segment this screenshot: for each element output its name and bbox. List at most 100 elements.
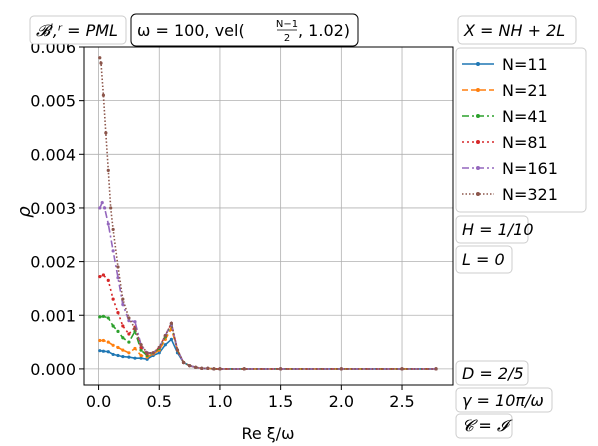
legend-label: N=21 <box>502 81 548 100</box>
series-line <box>99 200 436 370</box>
data-point <box>169 337 173 341</box>
data-point <box>157 351 161 355</box>
y-tick-label: 0.003 <box>30 199 76 218</box>
legend-marker <box>476 140 480 144</box>
annotation-x-formula: X = NH + 2L <box>457 15 577 45</box>
data-point <box>151 351 155 355</box>
data-point <box>98 275 102 279</box>
data-point <box>139 343 143 347</box>
data-point <box>98 349 102 353</box>
data-point <box>103 206 107 210</box>
data-point <box>106 278 110 282</box>
data-point <box>200 366 204 370</box>
legend-marker <box>476 114 480 118</box>
svg-text:𝓑ˡ,ʳ = PML: 𝓑ˡ,ʳ = PML <box>36 21 118 40</box>
svg-text:ω = 100, vel(: ω = 100, vel( <box>137 21 245 40</box>
x-tick-label: 0.0 <box>86 392 111 411</box>
data-point <box>116 345 120 350</box>
y-tick-label: 0.000 <box>30 360 76 379</box>
legend-label: N=81 <box>502 133 548 152</box>
series-n-21 <box>98 326 438 371</box>
annotation-d: D = 2/5 <box>455 360 529 386</box>
data-point <box>121 297 125 301</box>
x-tick-label: 2.5 <box>389 392 414 411</box>
y-tick-label: 0.002 <box>30 253 76 272</box>
data-point <box>194 365 198 369</box>
svg-text:H = 1/10: H = 1/10 <box>462 220 534 239</box>
data-point <box>127 332 131 336</box>
data-point <box>116 329 120 333</box>
data-point <box>133 346 137 351</box>
data-point <box>98 206 102 210</box>
data-point <box>121 324 125 328</box>
data-point <box>106 350 110 354</box>
data-point <box>116 353 120 358</box>
annotation-l: L = 0 <box>455 245 513 274</box>
data-point <box>121 336 125 340</box>
data-point <box>127 316 131 320</box>
svg-text:L = 0: L = 0 <box>462 250 505 269</box>
data-point <box>127 351 131 355</box>
data-point <box>175 348 180 352</box>
series-line <box>99 57 436 370</box>
data-point <box>101 93 106 97</box>
x-tick-label: 2.0 <box>329 392 354 411</box>
svg-text:D = 2/5: D = 2/5 <box>462 364 524 383</box>
legend-label: N=321 <box>502 185 558 204</box>
legend-marker <box>476 88 480 92</box>
data-point <box>100 200 104 205</box>
legend-label: N=41 <box>502 107 548 126</box>
legend-marker <box>476 192 480 196</box>
grid-lines <box>84 46 453 385</box>
x-axis-label: Re ξ/ω <box>241 424 294 443</box>
data-point <box>106 316 110 320</box>
data-point <box>121 354 125 359</box>
data-point <box>121 302 125 307</box>
data-point <box>104 131 108 135</box>
data-point <box>127 319 131 323</box>
data-point <box>279 367 283 371</box>
data-point <box>99 61 103 65</box>
annotation-h: H = 1/10 <box>455 215 534 244</box>
data-point <box>188 364 192 368</box>
annotation-c: 𝓒 = 𝓘 <box>455 413 513 439</box>
data-point <box>218 367 222 371</box>
data-point <box>242 367 246 371</box>
data-point <box>101 349 106 353</box>
series-n-321 <box>98 56 438 371</box>
x-tick-label: 1.5 <box>268 392 293 411</box>
data-point <box>111 352 115 357</box>
data-point <box>169 321 173 325</box>
data-point <box>400 367 404 371</box>
annotation-gamma: γ = 10π/ω <box>455 387 553 413</box>
data-point <box>116 265 120 269</box>
legend-marker <box>476 166 480 170</box>
data-point <box>163 334 167 338</box>
data-point <box>111 324 115 328</box>
legend: N=11 N=21 N=41 N=81 N=161 N=321 <box>455 47 587 213</box>
data-point <box>111 297 115 301</box>
data-point <box>133 356 137 360</box>
y-axis-label: ρ <box>14 206 35 218</box>
data-point <box>121 348 125 352</box>
data-point <box>109 206 113 210</box>
annotation-boundary: 𝓑ˡ,ʳ = PML <box>29 15 127 45</box>
data-point <box>339 367 343 371</box>
data-point <box>101 314 106 318</box>
data-point <box>145 351 149 355</box>
data-point <box>434 367 438 371</box>
data-point <box>163 343 167 347</box>
data-point <box>212 367 216 371</box>
series-n-41 <box>98 314 438 371</box>
svg-text:2: 2 <box>284 33 290 44</box>
data-point <box>139 356 143 360</box>
data-point <box>133 327 137 331</box>
svg-text:γ = 10π/ω: γ = 10π/ω <box>462 391 544 410</box>
series-line <box>99 326 436 370</box>
data-point <box>157 345 161 350</box>
data-point <box>181 360 186 365</box>
svg-text:, 1.02): , 1.02) <box>298 21 350 40</box>
data-point <box>106 222 110 226</box>
data-point <box>116 310 120 315</box>
legend-marker <box>476 62 480 66</box>
